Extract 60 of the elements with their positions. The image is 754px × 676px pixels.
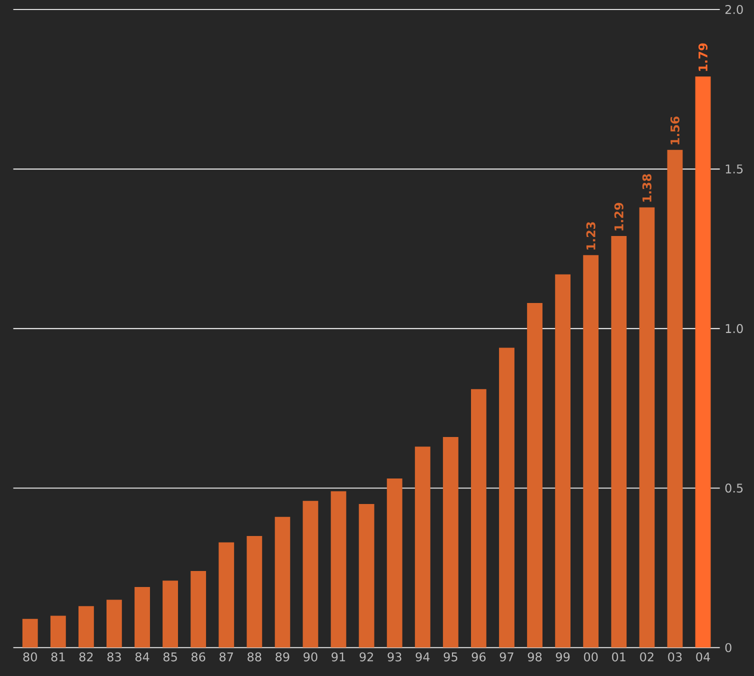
x-tick-label: 87 xyxy=(220,652,233,662)
bar xyxy=(695,76,711,648)
bar xyxy=(555,274,571,648)
x-tick-label: 04 xyxy=(696,652,710,662)
bar xyxy=(499,348,514,648)
bar xyxy=(78,606,94,648)
x-tick-label: 96 xyxy=(472,652,486,662)
data-label: 1.56 xyxy=(670,116,680,144)
bar xyxy=(639,207,655,648)
x-tick-label: 92 xyxy=(360,652,373,662)
x-tick-label: 01 xyxy=(612,652,626,662)
y-tick-label: 2.0 xyxy=(725,4,743,14)
bar xyxy=(414,446,430,648)
x-tick-label: 02 xyxy=(640,652,654,662)
x-tick-label: 94 xyxy=(416,652,430,662)
bar xyxy=(470,389,486,648)
bar xyxy=(218,542,234,648)
bar xyxy=(106,600,122,648)
bar xyxy=(583,255,599,648)
x-tick-label: 82 xyxy=(79,652,93,662)
bar xyxy=(190,571,206,648)
bar xyxy=(162,580,178,648)
x-tick-label: 97 xyxy=(500,652,514,662)
y-tick-label: 1.5 xyxy=(726,164,743,174)
x-tick-label: 88 xyxy=(248,652,262,662)
x-tick-label: 98 xyxy=(528,652,542,662)
x-tick-label: 91 xyxy=(332,652,346,662)
bar xyxy=(50,616,66,648)
bar xyxy=(330,491,346,648)
x-tick-label: 93 xyxy=(388,652,402,662)
bar xyxy=(22,618,38,648)
bar xyxy=(667,150,683,648)
bar xyxy=(134,586,150,648)
data-label: 1.79 xyxy=(698,43,708,71)
data-label: 1.38 xyxy=(642,174,652,202)
y-tick-label: 0 xyxy=(725,643,732,652)
x-tick-label: 83 xyxy=(107,652,121,662)
x-tick-label: 90 xyxy=(304,652,318,662)
x-tick-label: 95 xyxy=(444,652,458,662)
bar xyxy=(358,504,374,648)
bar xyxy=(386,478,402,648)
bar xyxy=(302,500,318,648)
bar xyxy=(246,536,262,648)
x-tick-label: 84 xyxy=(135,652,150,662)
x-tick-label: 99 xyxy=(556,652,570,662)
bar xyxy=(527,302,542,648)
data-label: 1.29 xyxy=(614,202,624,230)
y-tick-label: 1.0 xyxy=(726,324,743,334)
x-tick-label: 85 xyxy=(163,652,177,662)
x-tick-label: 89 xyxy=(276,652,290,662)
x-tick-label: 00 xyxy=(584,652,598,662)
bar xyxy=(442,436,458,648)
x-tick-label: 80 xyxy=(23,652,37,662)
x-tick-label: 03 xyxy=(668,652,682,662)
y-tick-label: 0.5 xyxy=(725,483,743,493)
x-tick-label: 81 xyxy=(51,652,65,662)
x-tick-label: 86 xyxy=(192,652,206,662)
data-label: 1.23 xyxy=(586,222,596,250)
bar xyxy=(274,516,290,648)
bar xyxy=(611,236,627,648)
